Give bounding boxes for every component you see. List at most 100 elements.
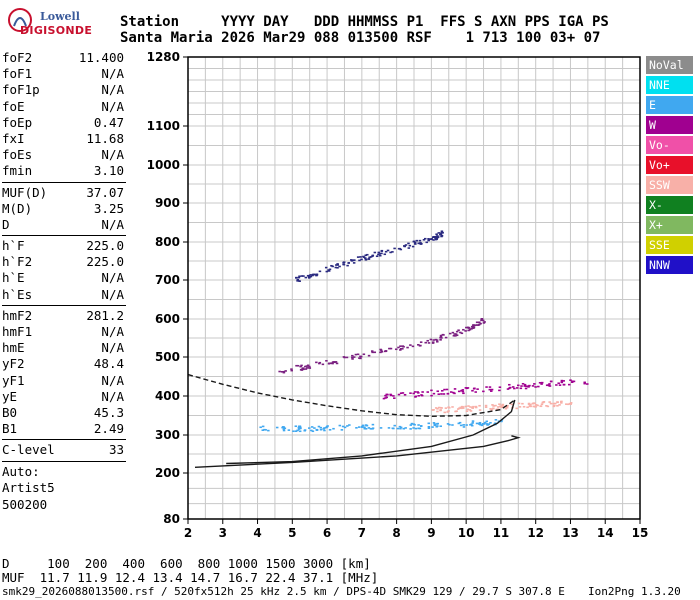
param-value: 11.68 (86, 130, 124, 146)
param-value: N/A (101, 270, 124, 286)
echo-point (427, 238, 431, 241)
echo-point (506, 404, 509, 407)
echo-point (403, 245, 406, 247)
echo-point (462, 426, 466, 428)
echo-point (464, 387, 468, 389)
echo-point (432, 422, 436, 424)
echo-point (416, 391, 419, 393)
echo-point (336, 264, 339, 266)
echo-point (471, 325, 475, 327)
echo-point (435, 425, 438, 428)
echo-point (360, 426, 364, 428)
param-value: 48.4 (93, 356, 124, 372)
echo-point (570, 381, 574, 384)
param-name: yE (2, 388, 18, 404)
echo-point (482, 322, 486, 324)
auto-artist: Artist5 (2, 480, 55, 495)
y-tick-label: 700 (155, 273, 180, 287)
param-row: h`F2 225.0 (2, 254, 126, 270)
echo-point (483, 321, 486, 323)
echo-point (435, 233, 438, 236)
echo-point (549, 380, 553, 383)
echo-point (313, 427, 316, 429)
echo-point (392, 395, 395, 397)
echo-point (299, 427, 302, 430)
param-name: h`Es (2, 286, 33, 302)
param-name: foEs (2, 147, 33, 163)
echo-point (531, 385, 535, 387)
echo-point (401, 345, 405, 347)
y-tick-label: 300 (155, 428, 180, 442)
echo-point (534, 406, 537, 408)
echo-point (497, 406, 500, 408)
echo-point (440, 235, 443, 238)
echo-point (318, 362, 321, 365)
param-row: yF1 N/A (2, 373, 126, 389)
echo-point (453, 388, 457, 390)
echo-point (462, 328, 465, 331)
x-tick-label: 6 (323, 526, 331, 540)
echo-point (377, 251, 381, 254)
echo-point (427, 239, 430, 242)
param-name: yF1 (2, 372, 25, 388)
echo-point (396, 427, 399, 430)
param-row: C-level 33 (2, 442, 126, 458)
echo-point (306, 364, 310, 367)
echo-point (439, 334, 443, 337)
x-tick-label: 9 (427, 526, 435, 540)
echo-point (304, 365, 307, 368)
footer-muf-row: MUF 11.7 11.9 12.4 13.4 14.7 16.7 22.4 3… (2, 570, 379, 585)
echo-point (495, 408, 499, 411)
legend-item-noval: NoVal (646, 56, 693, 74)
x-tick-label: 11 (493, 526, 510, 540)
echo-point (380, 350, 384, 353)
logo-line2: DIGISONDE (20, 24, 93, 37)
echo-point (457, 390, 461, 393)
echo-point (556, 405, 559, 407)
echo-point (275, 426, 279, 429)
echo-point (401, 392, 405, 394)
param-value: N/A (101, 216, 124, 232)
echo-point (359, 355, 362, 358)
echo-point (406, 346, 409, 349)
echo-point (464, 330, 467, 332)
echo-point (364, 258, 368, 261)
param-row: h`E N/A (2, 270, 126, 286)
y-axis-ticks: 80 200 300 400 500 600 700 800 900 1000 1100 1280 (147, 50, 188, 526)
echo-point (432, 236, 436, 238)
param-name: yF2 (2, 356, 25, 372)
echo-point (351, 259, 355, 262)
echo-point (281, 426, 284, 429)
param-row: MUF(D) 37.07 (2, 185, 126, 201)
echo-point (526, 406, 529, 409)
echo-point (334, 266, 338, 269)
param-name: hmF2 (2, 307, 33, 323)
echo-point (467, 329, 470, 332)
echo-point (313, 273, 316, 276)
echo-point (348, 424, 351, 426)
echo-point (548, 401, 551, 403)
echo-point (325, 426, 328, 429)
echo-point (457, 329, 460, 332)
echo-point (432, 339, 435, 341)
echo-point (399, 248, 403, 251)
echo-point (419, 242, 422, 244)
echo-point (537, 385, 540, 388)
echo-point (308, 427, 311, 429)
echo-point (467, 405, 470, 407)
echo-point (460, 389, 463, 392)
echo-point (524, 387, 528, 390)
echo-point (426, 339, 429, 342)
echo-point (485, 423, 489, 425)
param-value: N/A (101, 82, 124, 98)
param-name: h`E (2, 270, 25, 286)
echo-point (424, 341, 427, 344)
echo-point (444, 407, 448, 409)
echo-point (389, 393, 392, 396)
echo-point (490, 390, 493, 392)
echo-point (427, 342, 431, 344)
echo-point (358, 357, 361, 359)
auto-version: 500200 (2, 496, 48, 512)
echo-point (343, 356, 346, 359)
echo-point (331, 265, 334, 268)
